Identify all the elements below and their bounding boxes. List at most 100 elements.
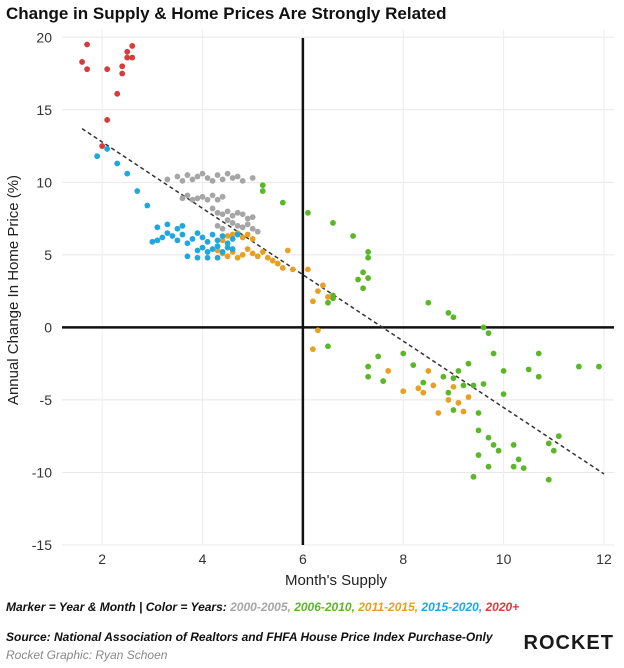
point-2000-2005 xyxy=(214,209,221,216)
point-2011-2015 xyxy=(304,266,311,273)
y-axis-ticks: -15 -10 -5 0 5 10 15 20 xyxy=(32,29,52,553)
credit-note: Rocket Graphic: Ryan Schoen xyxy=(6,648,168,662)
point-2015-2020 xyxy=(194,254,201,261)
legend-item: 2011-2015, xyxy=(354,600,419,614)
point-2006-2010 xyxy=(365,254,372,261)
point-2006-2010 xyxy=(520,465,527,472)
point-2011-2015 xyxy=(224,233,231,239)
point-2011-2015 xyxy=(234,254,241,261)
point-2015-2020 xyxy=(204,238,211,245)
point-2015-2020 xyxy=(229,236,236,242)
point-2000-2005 xyxy=(209,205,216,212)
point-2020 xyxy=(114,90,121,97)
point-2011-2015 xyxy=(320,282,326,289)
point-2000-2005 xyxy=(179,195,186,202)
point-2000-2005 xyxy=(224,217,231,223)
x-tick-label: 6 xyxy=(299,551,307,567)
point-2020 xyxy=(84,41,90,48)
point-2011-2015 xyxy=(450,383,457,390)
point-2011-2015 xyxy=(325,294,331,300)
point-2006-2010 xyxy=(259,188,266,194)
point-2006-2010 xyxy=(475,427,482,434)
point-2006-2010 xyxy=(365,373,372,380)
y-tick-label: -10 xyxy=(32,464,52,480)
point-2006-2010 xyxy=(365,249,372,255)
point-2015-2020 xyxy=(164,230,171,236)
point-2011-2015 xyxy=(430,382,437,389)
point-2011-2015 xyxy=(400,388,407,395)
point-2011-2015 xyxy=(244,231,251,238)
x-tick-label: 10 xyxy=(496,551,512,567)
point-2000-2005 xyxy=(249,214,256,221)
y-tick-label: -15 xyxy=(32,537,52,553)
point-2006-2010 xyxy=(304,209,311,216)
point-2000-2005 xyxy=(194,173,201,180)
y-axis-label: Annual Change In Home Price (%) xyxy=(5,175,22,405)
point-2000-2005 xyxy=(184,192,191,199)
point-2020 xyxy=(79,59,85,65)
point-2000-2005 xyxy=(229,175,236,181)
point-2015-2020 xyxy=(174,237,181,244)
y-tick-label: 0 xyxy=(44,319,52,335)
point-2015-2020 xyxy=(154,224,161,231)
point-2011-2015 xyxy=(239,251,246,258)
point-2000-2005 xyxy=(199,170,206,177)
point-2000-2005 xyxy=(209,177,216,184)
point-2006-2010 xyxy=(380,378,387,384)
point-2006-2010 xyxy=(330,220,336,226)
point-2011-2015 xyxy=(385,368,392,374)
point-2006-2010 xyxy=(510,442,517,448)
point-2000-2005 xyxy=(244,215,251,222)
point-2000-2005 xyxy=(254,228,261,235)
legend-items: 2000-2005, 2006-2010, 2011-2015, 2015-20… xyxy=(230,600,519,614)
point-2006-2010 xyxy=(510,463,517,470)
point-2006-2010 xyxy=(480,381,487,387)
point-2000-2005 xyxy=(209,192,216,199)
legend-item: 2006-2010, xyxy=(290,600,355,614)
source-note: Source: National Association of Realtors… xyxy=(6,630,493,644)
y-tick-label: 20 xyxy=(36,29,52,45)
point-2006-2010 xyxy=(485,330,492,337)
point-2015-2020 xyxy=(214,254,221,261)
point-2000-2005 xyxy=(234,173,241,180)
point-2015-2020 xyxy=(189,236,196,242)
point-2011-2015 xyxy=(415,385,422,392)
point-2006-2010 xyxy=(355,276,361,283)
point-2015-2020 xyxy=(219,249,226,255)
point-2000-2005 xyxy=(164,176,171,183)
point-2015-2020 xyxy=(224,240,231,247)
point-2011-2015 xyxy=(239,234,246,241)
point-2015-2020 xyxy=(94,153,101,160)
point-2020 xyxy=(104,66,111,73)
point-2006-2010 xyxy=(375,353,382,360)
point-2011-2015 xyxy=(269,257,276,264)
point-2011-2015 xyxy=(460,408,467,415)
point-2006-2010 xyxy=(535,373,542,380)
point-2006-2010 xyxy=(475,452,482,458)
point-2006-2010 xyxy=(515,456,522,463)
point-2006-2010 xyxy=(525,366,532,373)
legend-item: 2015-2020, xyxy=(418,600,483,614)
point-2000-2005 xyxy=(214,172,221,178)
point-2006-2010 xyxy=(410,362,417,369)
point-2015-2020 xyxy=(214,243,221,250)
point-2020 xyxy=(99,143,106,149)
point-2006-2010 xyxy=(550,447,557,454)
point-2000-2005 xyxy=(229,212,236,219)
point-2006-2010 xyxy=(555,433,562,440)
point-2015-2020 xyxy=(134,188,141,194)
point-2015-2020 xyxy=(144,202,151,209)
data-points xyxy=(79,41,602,483)
point-2015-2020 xyxy=(204,249,211,255)
x-axis-ticks: 2 4 6 8 10 12 xyxy=(98,551,612,567)
point-2015-2020 xyxy=(209,246,216,252)
point-2006-2010 xyxy=(545,476,552,483)
point-2011-2015 xyxy=(289,266,296,273)
point-2011-2015 xyxy=(249,250,256,257)
point-2015-2020 xyxy=(194,230,201,236)
point-2011-2015 xyxy=(315,327,321,334)
point-2006-2010 xyxy=(485,434,492,441)
point-2006-2010 xyxy=(365,275,372,281)
point-2011-2015 xyxy=(259,249,266,255)
point-2000-2005 xyxy=(194,195,201,202)
